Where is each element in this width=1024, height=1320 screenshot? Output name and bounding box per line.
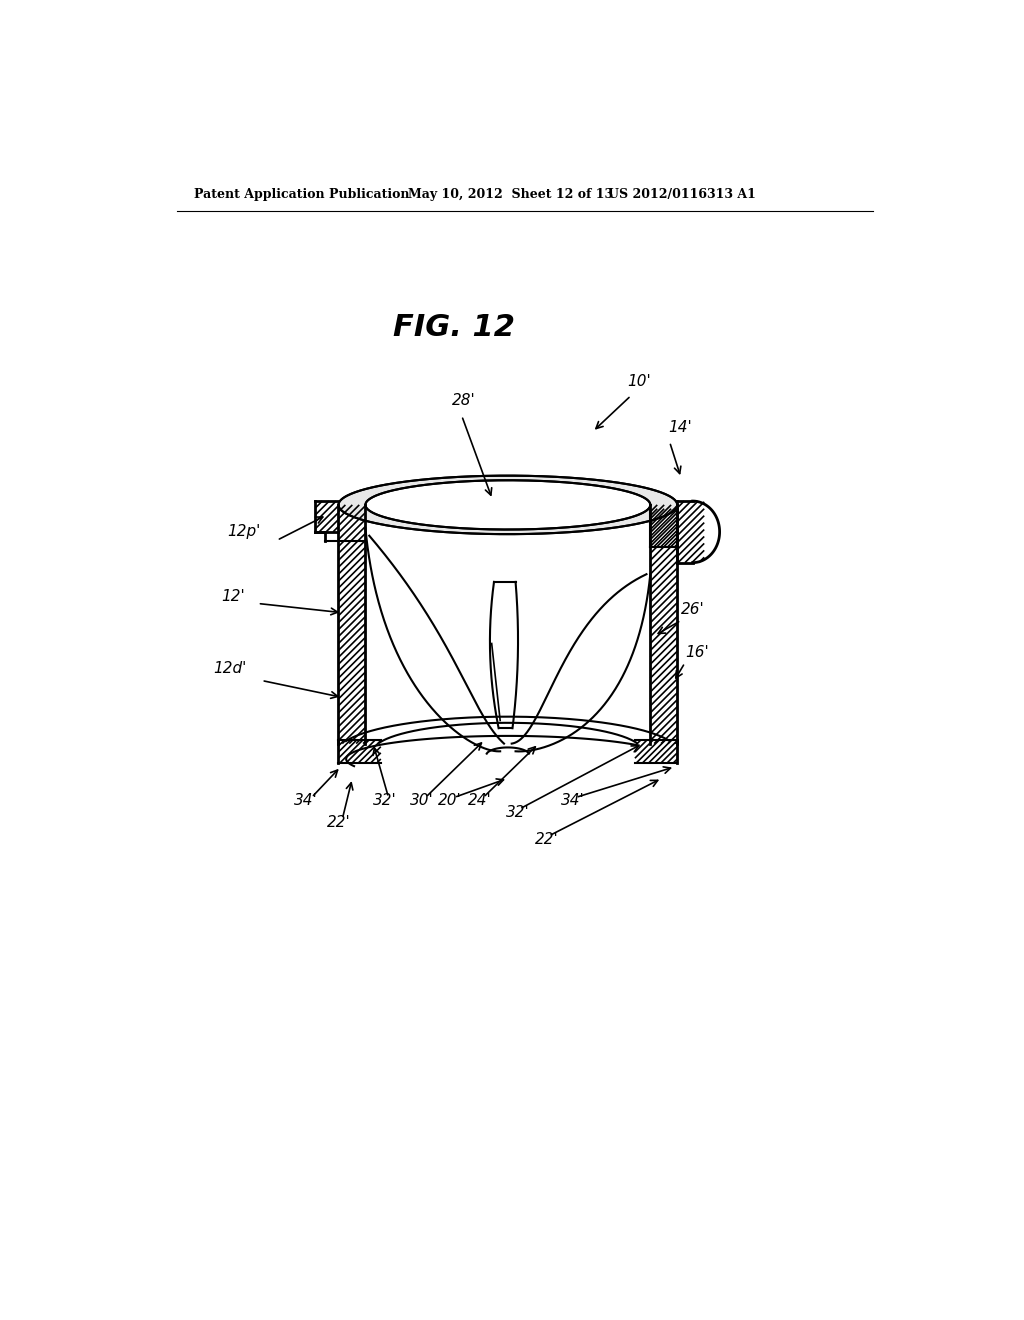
Text: May 10, 2012  Sheet 12 of 13: May 10, 2012 Sheet 12 of 13	[408, 189, 613, 202]
Text: 28': 28'	[453, 393, 476, 408]
Text: 30': 30'	[410, 793, 433, 808]
Text: Patent Application Publication: Patent Application Publication	[194, 189, 410, 202]
Text: 22': 22'	[327, 814, 350, 830]
Text: 20': 20'	[438, 793, 462, 808]
Text: 10': 10'	[628, 374, 651, 388]
Polygon shape	[339, 475, 677, 535]
Text: 14': 14'	[668, 420, 692, 434]
Text: 32': 32'	[373, 793, 396, 808]
Text: FIG. 12: FIG. 12	[393, 313, 515, 342]
Text: 32': 32'	[506, 805, 529, 820]
Text: 26': 26'	[681, 602, 705, 618]
Text: 34': 34'	[294, 793, 318, 808]
Text: 24': 24'	[468, 793, 492, 808]
Text: 34': 34'	[561, 793, 585, 808]
Text: 12p': 12p'	[226, 524, 260, 539]
Text: 12': 12'	[221, 589, 245, 605]
Text: 16': 16'	[685, 645, 709, 660]
Text: US 2012/0116313 A1: US 2012/0116313 A1	[608, 189, 756, 202]
Text: 22': 22'	[535, 832, 558, 846]
Text: 12d': 12d'	[214, 661, 247, 676]
